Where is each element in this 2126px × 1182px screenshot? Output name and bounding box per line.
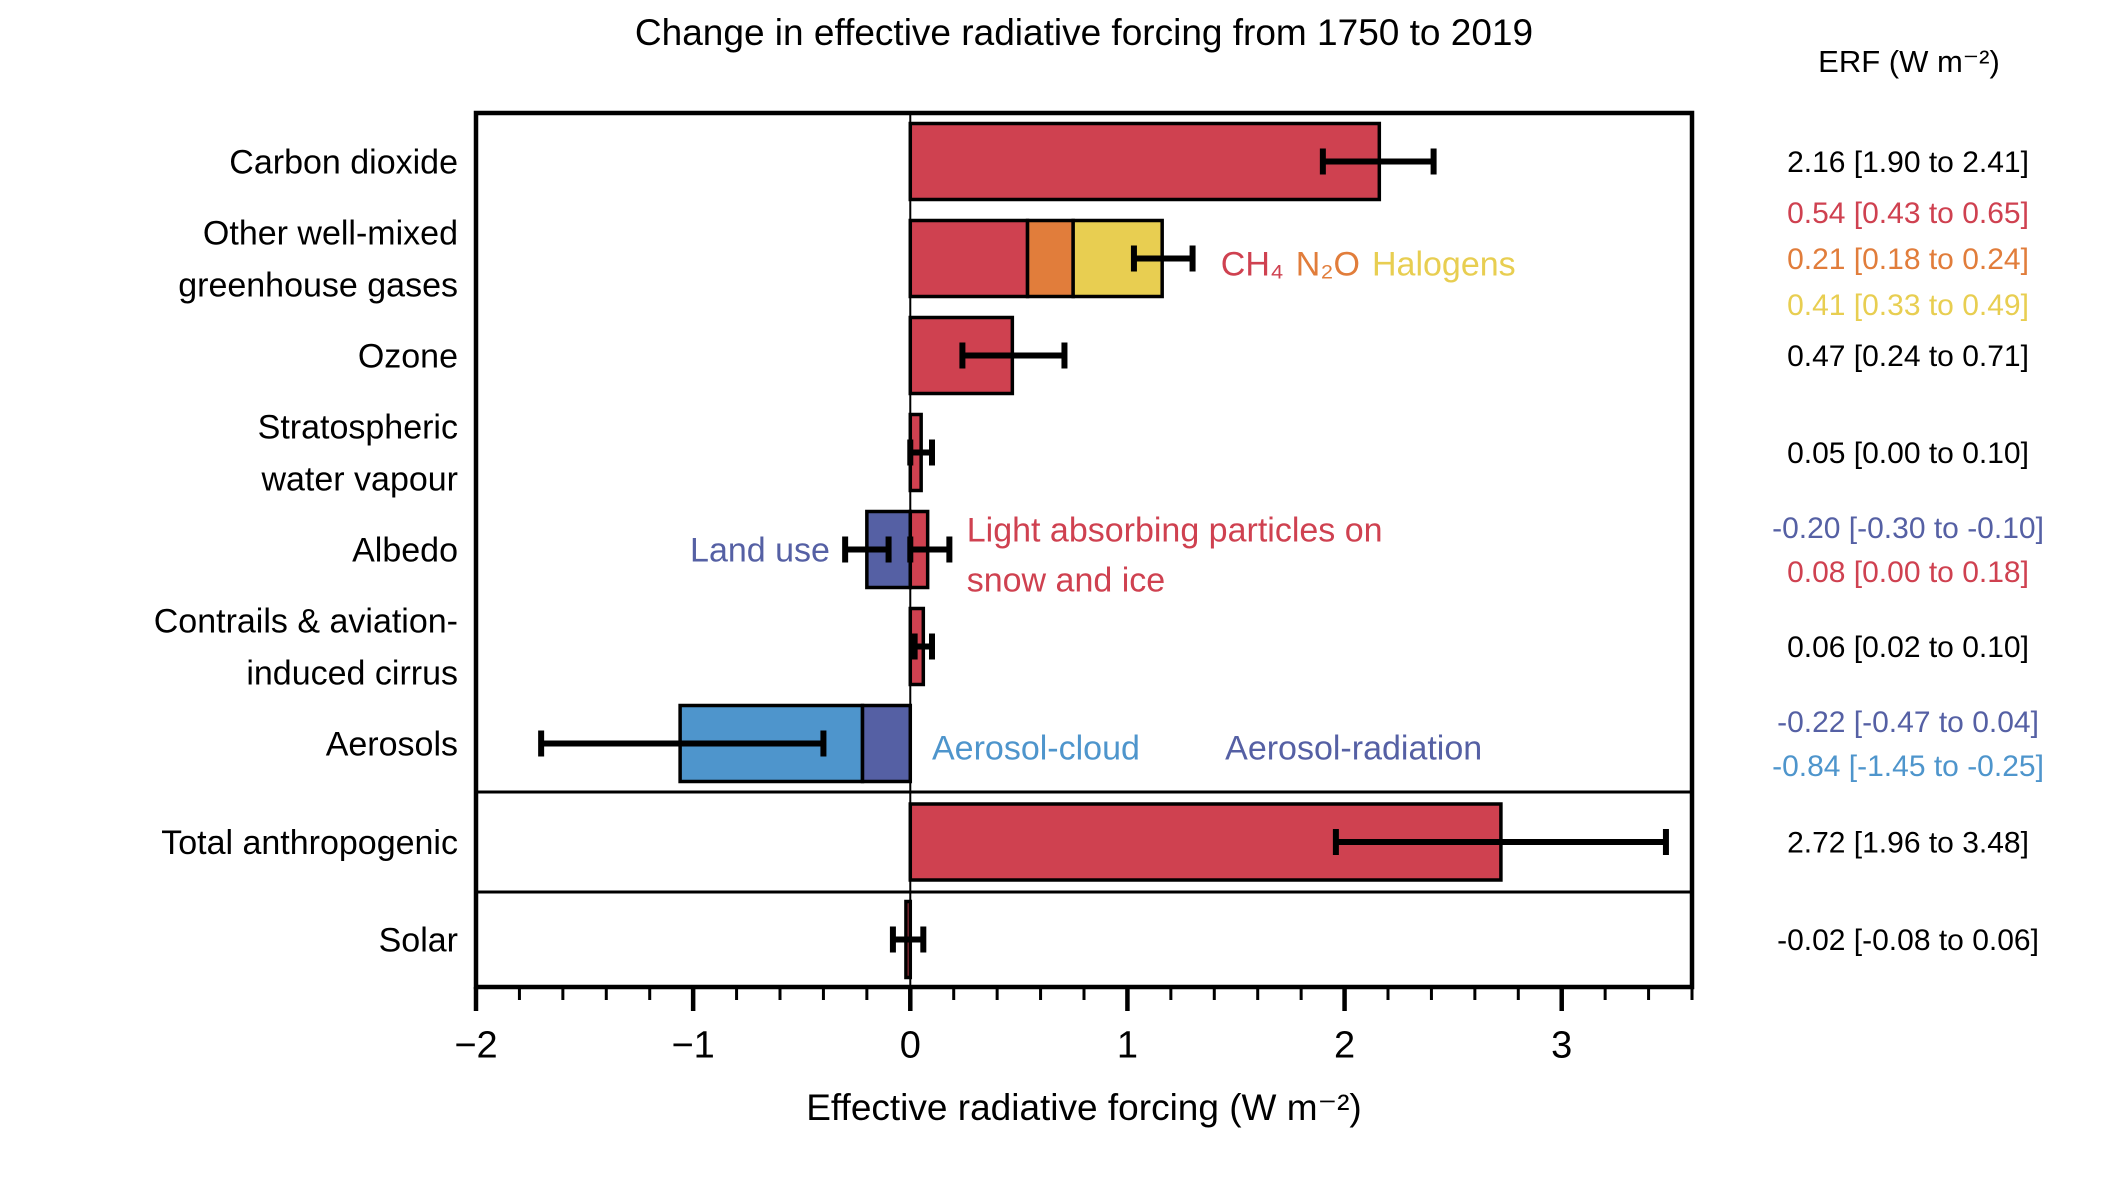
category-label: Other well-mixed bbox=[203, 214, 458, 252]
bar-annotation: Land use bbox=[690, 531, 830, 569]
axis-tick-label: −2 bbox=[454, 1024, 497, 1066]
bar-annotation: Aerosol-cloud bbox=[932, 729, 1140, 767]
category-label: Albedo bbox=[352, 531, 458, 569]
category-label: Solar bbox=[379, 921, 458, 959]
erf-column-header: ERF (W m⁻²) bbox=[1818, 44, 2000, 79]
erf-value: 0.05 [0.00 to 0.10] bbox=[1787, 437, 2029, 470]
category-label: induced cirrus bbox=[246, 654, 458, 692]
bar-annotation: CH₄ N₂O Halogens bbox=[1221, 245, 1516, 283]
category-label: Stratospheric bbox=[258, 408, 458, 446]
bar-annotation-part: Aerosol-cloud bbox=[932, 729, 1140, 767]
category-label: Carbon dioxide bbox=[229, 143, 458, 181]
bar-annotation-part: CH₄ bbox=[1221, 245, 1284, 283]
bar-annotation-part: Land use bbox=[690, 531, 830, 569]
erf-value: 2.72 [1.96 to 3.48] bbox=[1787, 827, 2029, 860]
erf-value: 0.21 [0.18 to 0.24] bbox=[1787, 243, 2029, 276]
bar-annotation-part: N₂O bbox=[1296, 245, 1360, 283]
category-label: Total anthropogenic bbox=[161, 824, 458, 862]
erf-value: -0.22 [-0.47 to 0.04] bbox=[1777, 706, 2039, 739]
bar-segment bbox=[908, 121, 1382, 202]
axis-tick-label: −1 bbox=[671, 1024, 714, 1066]
bar-segment bbox=[908, 218, 1030, 299]
erf-value: -0.02 [-0.08 to 0.06] bbox=[1777, 924, 2039, 957]
erf-value: 2.16 [1.90 to 2.41] bbox=[1787, 146, 2029, 179]
erf-value: -0.84 [-1.45 to -0.25] bbox=[1772, 750, 2044, 783]
x-axis-label: Effective radiative forcing (W m⁻²) bbox=[806, 1087, 1362, 1128]
axis-tick-label: 2 bbox=[1334, 1024, 1355, 1066]
bar-annotation-part: Light absorbing particles on bbox=[967, 511, 1383, 549]
category-label: water vapour bbox=[260, 460, 458, 498]
category-label: Aerosols bbox=[326, 725, 458, 763]
category-label: Contrails & aviation- bbox=[154, 602, 458, 640]
bar-annotation-part: Aerosol-radiation bbox=[1225, 729, 1482, 767]
bar-annotation-part: Halogens bbox=[1372, 245, 1516, 283]
axis-tick-label: 0 bbox=[900, 1024, 921, 1066]
category-label: Ozone bbox=[358, 337, 458, 375]
bar-annotation: Aerosol-radiation bbox=[1225, 729, 1482, 767]
chart-title: Change in effective radiative forcing fr… bbox=[634, 12, 1534, 53]
bar-annotation-part: snow and ice bbox=[967, 561, 1165, 599]
erf-value: -0.20 [-0.30 to -0.10] bbox=[1772, 512, 2044, 545]
bar-segment bbox=[860, 703, 913, 784]
bar-segment bbox=[1025, 218, 1075, 299]
erf-value: 0.06 [0.02 to 0.10] bbox=[1787, 631, 2029, 664]
axis-tick-label: 3 bbox=[1551, 1024, 1572, 1066]
erf-value: 0.54 [0.43 to 0.65] bbox=[1787, 197, 2029, 230]
erf-value: 0.47 [0.24 to 0.71] bbox=[1787, 340, 2029, 373]
bar-annotation: Light absorbing particles on bbox=[967, 511, 1383, 549]
erf-value: 0.41 [0.33 to 0.49] bbox=[1787, 289, 2029, 322]
category-label: greenhouse gases bbox=[178, 266, 458, 304]
bar-annotation: snow and ice bbox=[967, 561, 1165, 599]
erf-value: 0.08 [0.00 to 0.18] bbox=[1787, 556, 2029, 589]
axis-tick-label: 1 bbox=[1117, 1024, 1138, 1066]
